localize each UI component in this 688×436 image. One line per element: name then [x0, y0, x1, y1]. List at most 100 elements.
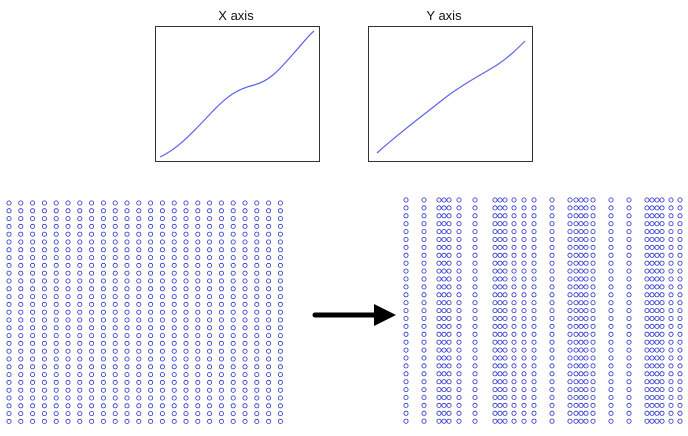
grid-dot: [242, 270, 248, 276]
grid-dot: [41, 286, 47, 292]
grid-dot: [441, 268, 447, 274]
grid-dot: [446, 371, 452, 377]
grid-dot: [644, 221, 650, 227]
grid-dot: [608, 371, 614, 377]
grid-dot: [89, 200, 95, 206]
grid-dot: [446, 331, 452, 337]
grid-dot: [30, 340, 36, 346]
grid-dot: [77, 270, 83, 276]
grid-dot: [573, 237, 579, 243]
grid-dot: [183, 379, 189, 385]
grid-dot: [441, 339, 447, 345]
grid-dot: [100, 387, 106, 393]
grid-dot: [124, 294, 130, 300]
grid-dot: [18, 270, 24, 276]
grid-dot: [677, 205, 683, 211]
grid-dot: [492, 221, 498, 227]
grid-dot: [65, 270, 71, 276]
grid-dot: [171, 262, 177, 268]
grid-dot: [100, 278, 106, 284]
grid-dot: [446, 221, 452, 227]
grid-dot: [100, 317, 106, 323]
grid-dot: [573, 339, 579, 345]
grid-dot: [502, 387, 508, 393]
grid-dot: [492, 252, 498, 258]
grid-dot: [567, 339, 573, 345]
grid-dot: [654, 355, 660, 361]
grid-dot: [18, 231, 24, 237]
grid-dot: [456, 363, 462, 369]
grid-dot: [649, 276, 655, 282]
grid-dot: [497, 284, 503, 290]
grid-dot: [436, 379, 442, 385]
grid-dot: [608, 268, 614, 274]
grid-dot: [266, 317, 272, 323]
grid-dot: [77, 333, 83, 339]
grid-dot: [159, 325, 165, 331]
grid-dot: [659, 347, 665, 353]
grid-dot: [644, 284, 650, 290]
grid-dot: [112, 301, 118, 307]
grid-dot: [456, 284, 462, 290]
grid-dot: [159, 356, 165, 362]
grid-dot: [677, 316, 683, 322]
grid-dot: [30, 364, 36, 370]
grid-dot: [89, 255, 95, 261]
grid-dot: [195, 309, 201, 315]
grid-dot: [677, 244, 683, 250]
grid-dot: [578, 221, 584, 227]
grid-dot: [456, 308, 462, 314]
grid-dot: [567, 292, 573, 298]
grid-dot: [218, 247, 224, 253]
grid-dot: [626, 284, 632, 290]
grid-dot: [89, 309, 95, 315]
grid-dot: [65, 255, 71, 261]
grid-dot: [583, 284, 589, 290]
grid-dot: [472, 237, 478, 243]
grid-dot: [531, 418, 537, 424]
grid-dot: [183, 325, 189, 331]
grid-dot: [492, 308, 498, 314]
grid-dot: [136, 403, 142, 409]
grid-dot: [89, 333, 95, 339]
grid-dot: [502, 213, 508, 219]
grid-dot: [644, 363, 650, 369]
grid-dot: [148, 364, 154, 370]
grid-dot: [277, 411, 283, 417]
grid-dot: [502, 300, 508, 306]
grid-dot: [583, 268, 589, 274]
grid-dot: [124, 216, 130, 222]
grid-dot: [53, 239, 59, 245]
grid-dot: [242, 356, 248, 362]
grid-dot: [171, 255, 177, 261]
grid-dot: [583, 292, 589, 298]
grid-dot: [511, 379, 517, 385]
grid-dot: [112, 294, 118, 300]
grid-dot: [100, 294, 106, 300]
grid-dot: [590, 379, 596, 385]
grid-dot: [644, 244, 650, 250]
grid-dot: [472, 229, 478, 235]
grid-dot: [41, 325, 47, 331]
grid-dot: [421, 252, 427, 258]
grid-dot: [502, 323, 508, 329]
grid-dot: [590, 260, 596, 266]
grid-dot: [521, 237, 527, 243]
grid-dot: [567, 276, 573, 282]
grid-dot: [549, 229, 555, 235]
grid-dot: [446, 229, 452, 235]
grid-dot: [578, 371, 584, 377]
grid-dot: [266, 255, 272, 261]
grid-dot: [403, 244, 409, 250]
grid-dot: [136, 247, 142, 253]
grid-dot: [573, 221, 579, 227]
grid-dot: [502, 355, 508, 361]
grid-dot: [65, 403, 71, 409]
grid-dot: [578, 316, 584, 322]
grid-dot: [654, 363, 660, 369]
grid-dot: [6, 231, 12, 237]
grid-dot: [421, 197, 427, 203]
grid-dot: [590, 308, 596, 314]
grid-dot: [100, 411, 106, 417]
grid-dot: [502, 221, 508, 227]
